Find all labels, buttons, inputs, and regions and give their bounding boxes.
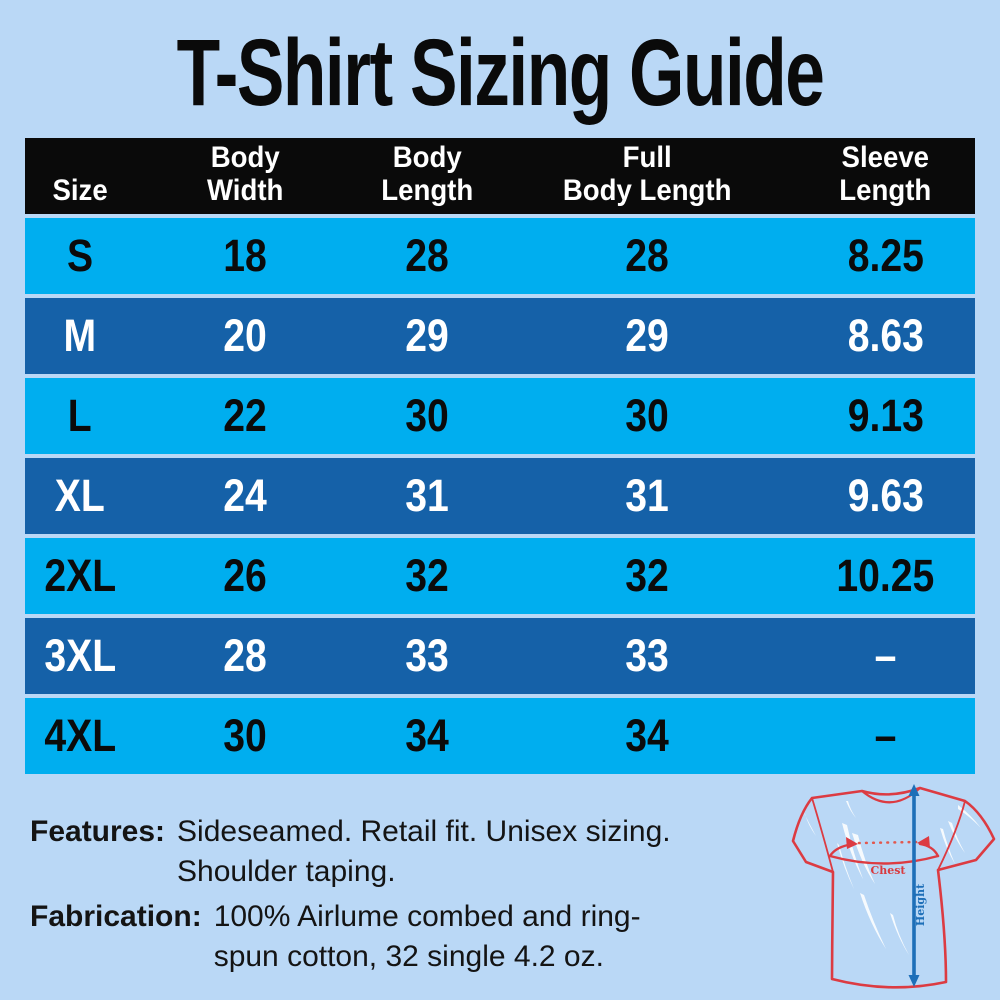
table-row-s: S 18 28 28 8.25 xyxy=(25,218,975,294)
page-title: T-Shirt Sizing Guide xyxy=(176,20,825,126)
table-cell: 34 xyxy=(625,710,669,761)
features-note: Features: Sideseamed. Retail fit. Unisex… xyxy=(30,812,671,892)
chest-label: Chest xyxy=(870,864,906,877)
right-armhole-seam xyxy=(937,800,966,871)
table-cell: 24 xyxy=(223,470,268,521)
chest-arrow-left-icon xyxy=(846,837,858,849)
header-cell-body-width: Body Width xyxy=(207,141,284,207)
table-cell: M xyxy=(63,310,97,361)
table-cell: S xyxy=(67,230,94,281)
header-cell-sleeve-length: Sleeve Length xyxy=(839,141,932,207)
header-cell-size: Size xyxy=(52,174,108,207)
table-cell: 3XL xyxy=(44,630,116,681)
table-cell: XL xyxy=(55,470,106,521)
table-cell: 32 xyxy=(625,550,669,601)
height-label: Height xyxy=(914,883,927,926)
tshirt-outline xyxy=(791,786,996,989)
table-cell: 32 xyxy=(405,550,449,601)
table-row-xl: XL 24 31 31 9.63 xyxy=(25,458,975,534)
table-cell: 20 xyxy=(223,310,268,361)
table-cell: 34 xyxy=(405,710,449,761)
table-cell: 28 xyxy=(405,230,449,281)
height-arrow xyxy=(908,784,920,987)
table-cell: 8.25 xyxy=(847,230,924,281)
table-cell: 30 xyxy=(405,390,449,441)
table-row-m: M 20 29 29 8.63 xyxy=(25,298,975,374)
table-row-2xl: 2XL 26 32 32 10.25 xyxy=(25,538,975,614)
table-cell: 8.63 xyxy=(847,310,924,361)
tshirt-measurement-diagram: Chest Height xyxy=(791,784,996,989)
table-cell: 26 xyxy=(223,550,268,601)
table-cell: 10.25 xyxy=(836,550,935,601)
table-cell: 30 xyxy=(223,710,268,761)
table-cell: 18 xyxy=(223,230,268,281)
chest-dotted-line xyxy=(857,840,918,845)
table-cell: 30 xyxy=(625,390,669,441)
features-text-line2: Shoulder taping. xyxy=(177,854,396,888)
fabrication-text-line2: spun cotton, 32 single 4.2 oz. xyxy=(213,939,604,973)
table-cell: 33 xyxy=(625,630,669,681)
header-cell-full-body-length: Full Body Length xyxy=(562,141,732,207)
table-cell: 22 xyxy=(223,390,268,441)
table-cell: L xyxy=(68,390,93,441)
table-cell: – xyxy=(874,630,897,681)
table-cell: 33 xyxy=(405,630,449,681)
features-text-line1: Sideseamed. Retail fit. Unisex sizing. xyxy=(177,815,671,848)
chest-arrow-right-icon xyxy=(917,836,930,848)
table-row-l: L 22 30 30 9.13 xyxy=(25,378,975,454)
table-cell: 31 xyxy=(405,470,449,521)
fabrication-note: Fabrication: 100% Airlume combed and rin… xyxy=(30,897,641,977)
table-cell: 29 xyxy=(405,310,449,361)
table-cell: 9.63 xyxy=(847,470,924,521)
features-label: Features: xyxy=(30,815,166,848)
table-row-3xl: 3XL 28 33 33 – xyxy=(25,618,975,694)
table-cell: 31 xyxy=(625,470,669,521)
table-cell: 29 xyxy=(625,310,669,361)
table-header-row: Size Body Width Body Length Full Body Le… xyxy=(25,138,975,214)
left-armhole-seam xyxy=(811,797,834,873)
table-cell: 28 xyxy=(625,230,669,281)
fabrication-label: Fabrication: xyxy=(30,900,202,933)
chest-measure-band xyxy=(828,842,940,865)
table-cell: 2XL xyxy=(44,550,116,601)
table-cell: 9.13 xyxy=(847,390,924,441)
table-cell: 28 xyxy=(223,630,268,681)
tshirt-highlights xyxy=(804,801,981,955)
table-cell: – xyxy=(874,710,897,761)
table-cell: 4XL xyxy=(44,710,116,761)
header-cell-body-length: Body Length xyxy=(380,141,473,207)
table-row-4xl: 4XL 30 34 34 – xyxy=(25,698,975,774)
size-chart-table: Size Body Width Body Length Full Body Le… xyxy=(25,138,975,774)
fabrication-text-line1: 100% Airlume combed and ring- xyxy=(213,900,641,933)
